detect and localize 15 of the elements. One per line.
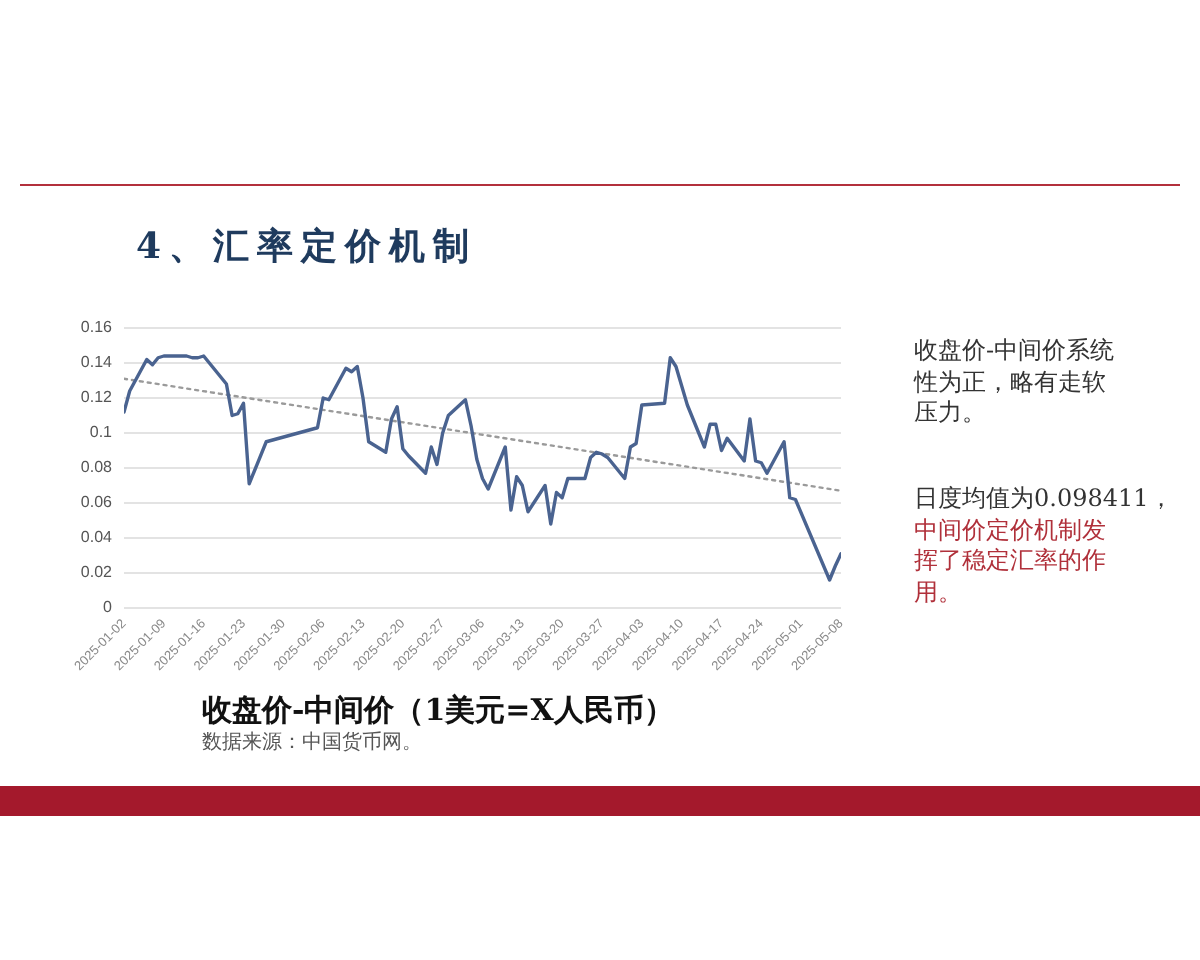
y-tick-label: 0.16 [80, 318, 114, 337]
y-tick-label: 0.04 [80, 528, 114, 547]
y-tick-label: 0.14 [80, 353, 114, 372]
y-tick-label: 0.02 [80, 563, 114, 582]
y-tick-label: 0.1 [89, 423, 114, 442]
text: 收盘价-中间价系统性为正，略有走软压力。 [914, 336, 1117, 429]
text: 日度均值为0.098411， [914, 484, 1173, 515]
chart-title: 4、汇率定价机制 [136, 224, 478, 270]
y-tick-label: 0.08 [80, 458, 114, 477]
y-tick-label: 0.06 [80, 493, 114, 512]
y-tick-label: 0.12 [80, 388, 114, 407]
text: 中间价定价机制发挥了稳定汇率的作用。 [914, 515, 1108, 608]
text: 收盘价-中间价（1美元=X人民币） [202, 692, 674, 730]
y-tick-label: 0 [103, 598, 114, 617]
source-note: 数据来源：中国货币网。 [202, 729, 422, 756]
